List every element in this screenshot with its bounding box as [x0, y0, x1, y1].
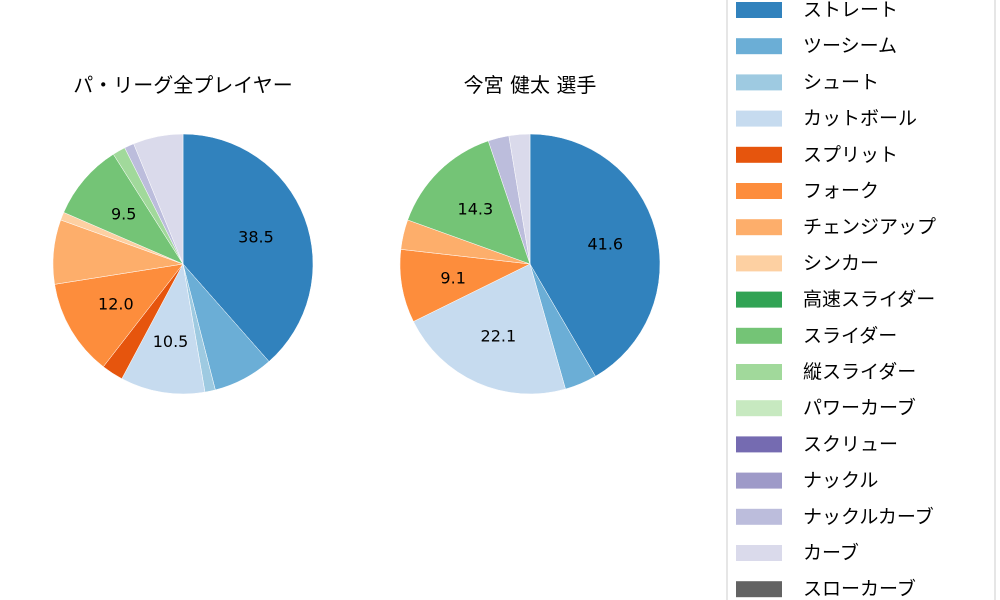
legend-swatch: [736, 2, 782, 18]
legend-label: ツーシーム: [803, 35, 897, 57]
legend-swatch: [736, 183, 782, 199]
legend-label: フォーク: [803, 180, 879, 202]
slice-label: 41.6: [587, 235, 623, 254]
legend-item: カーブ: [736, 541, 859, 564]
pie-slice: [54, 263, 184, 368]
legend-label: 縦スライダー: [803, 361, 916, 383]
legend-item: チェンジアップ: [736, 216, 936, 238]
pie-2: 今宮 健太 選手 41.6 22.1 9.1 14.3: [399, 73, 661, 395]
pie-slice: [407, 140, 531, 265]
legend-swatch: [736, 110, 782, 127]
legend-label: スプリット: [803, 144, 898, 166]
legend-item: ストレート: [736, 0, 898, 21]
legend-item: カットボール: [736, 108, 917, 130]
legend-item: ツーシーム: [736, 35, 897, 57]
legend-swatch: [736, 508, 782, 525]
slice-label: 38.5: [238, 227, 274, 246]
legend-item: シュート: [736, 71, 879, 93]
legend-label: シンカー: [803, 252, 879, 274]
legend-frame: [726, 0, 996, 600]
legend-swatch: [736, 146, 782, 163]
pie-slice: [413, 263, 566, 395]
legend-label: スクリュー: [803, 433, 898, 455]
legend-swatch: [736, 219, 782, 236]
legend-label: シュート: [803, 71, 879, 93]
pie-slice: [182, 133, 314, 362]
pie-slice: [63, 153, 184, 265]
legend-swatch: [736, 74, 782, 91]
pie-slice: [133, 133, 184, 265]
slice-label: 22.1: [481, 326, 517, 345]
legend-label: スローカーブ: [803, 577, 916, 600]
legend-label: ナックルカーブ: [803, 505, 934, 528]
legend-item: 縦スライダー: [736, 361, 916, 383]
legend-swatch: [736, 291, 782, 308]
legend-swatch: [736, 472, 782, 489]
legend-label: スライダー: [803, 325, 897, 347]
pie-1: パ・リーグ全プレイヤー 38.5 10.5 12.0 9.5: [52, 73, 314, 395]
slice-label: 12.0: [98, 295, 134, 314]
legend-swatch: [736, 255, 782, 272]
legend-item: スライダー: [736, 325, 897, 347]
legend-label: パワーカーブ: [803, 396, 916, 419]
legend-swatch: [736, 545, 782, 561]
legend-item: ナックル: [736, 470, 878, 492]
legend-item: スローカーブ: [736, 577, 916, 600]
slice-label: 9.5: [111, 204, 136, 223]
legend-item: 高速スライダー: [736, 289, 935, 311]
legend-item: シンカー: [736, 252, 879, 274]
legend-item: スクリュー: [736, 433, 898, 455]
legend-item: パワーカーブ: [736, 396, 916, 419]
pie-slice: [121, 263, 206, 395]
legend-label: ナックル: [803, 470, 878, 492]
slice-label: 9.1: [440, 268, 465, 287]
legend-swatch: [736, 436, 782, 453]
legend-label: チェンジアップ: [803, 216, 936, 238]
pie-title: 今宮 健太 選手: [464, 73, 597, 97]
legend-item: フォーク: [736, 180, 879, 202]
legend-swatch: [736, 581, 782, 598]
legend-label: ストレート: [803, 0, 898, 21]
legend-swatch: [736, 38, 782, 55]
slice-label: 10.5: [153, 332, 189, 351]
legend-swatch: [736, 400, 782, 417]
pie-title: パ・リーグ全プレイヤー: [73, 73, 292, 97]
legend-label: 高速スライダー: [803, 289, 935, 311]
legend: ストレートツーシームシュートカットボールスプリットフォークチェンジアップシンカー…: [726, 0, 996, 600]
pie-slice: [508, 133, 531, 265]
slice-label: 14.3: [458, 199, 494, 218]
legend-label: カットボール: [803, 108, 917, 130]
pie-slice: [529, 133, 661, 377]
legend-swatch: [736, 327, 782, 344]
legend-item: スプリット: [736, 144, 898, 166]
legend-item: ナックルカーブ: [736, 505, 934, 528]
legend-swatch: [736, 364, 782, 380]
legend-label: カーブ: [803, 541, 859, 564]
